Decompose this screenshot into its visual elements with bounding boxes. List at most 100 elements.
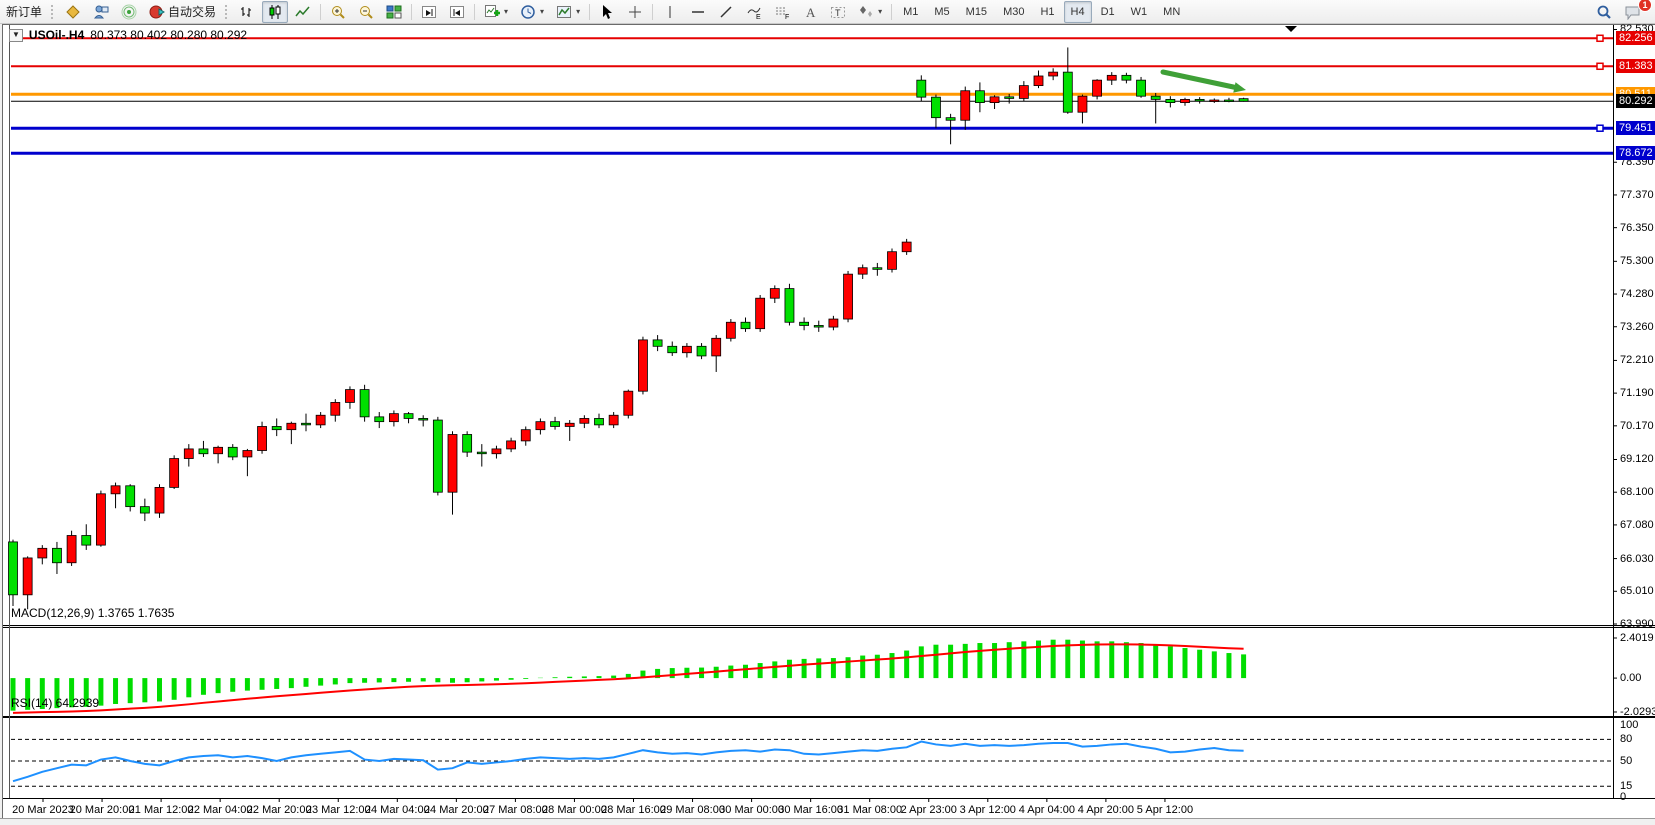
macd-histogram-bar (1109, 641, 1115, 679)
chart-window: ▼ USOil-.H4 80.373 80.402 80.280 80.292 … (2, 23, 1655, 821)
macd-histogram-bar (376, 678, 382, 683)
tile-windows-button[interactable] (381, 1, 407, 23)
price-axis-label: 63.990 (1620, 618, 1654, 630)
macd-histogram-bar (332, 678, 338, 685)
timeframe-m1[interactable]: M1 (903, 5, 919, 18)
macd-histogram-bar (142, 678, 148, 703)
candle (652, 339, 663, 347)
candle (271, 426, 282, 431)
scroll-position-marker[interactable] (1285, 26, 1297, 32)
symbol-dropdown-button[interactable]: ▼ (9, 28, 23, 42)
new-chart-button[interactable]: ▾ (479, 1, 513, 23)
candle (638, 339, 648, 392)
hline-anchor[interactable] (1596, 62, 1604, 71)
zoom-out-button[interactable] (353, 1, 379, 23)
macd-histogram-bar (933, 644, 939, 679)
candle (1194, 98, 1205, 102)
text-label-icon: T (831, 6, 846, 18)
toolbar-separator (474, 3, 476, 20)
text-tool-button[interactable]: A (797, 1, 823, 23)
macd-histogram-bar (39, 678, 45, 709)
expert-advisors-button[interactable] (88, 1, 114, 23)
candle (81, 535, 92, 546)
gold-note-icon (66, 4, 80, 19)
arrow-object-head[interactable] (1233, 82, 1246, 93)
macd-histogram-bar (552, 677, 558, 679)
crosshair-tool-button[interactable] (622, 1, 648, 23)
timeframe-d1[interactable]: D1 (1100, 5, 1115, 18)
zoom-in-button[interactable] (325, 1, 351, 23)
candle (96, 493, 106, 546)
signals-button[interactable] (116, 1, 142, 23)
horizontal-line-tool-button[interactable] (685, 1, 711, 23)
cursor-tool-button[interactable] (594, 1, 620, 23)
arrows-tool-button[interactable]: ▾ (853, 1, 887, 23)
periods-button[interactable]: ▾ (515, 1, 549, 23)
price-axis-label: 69.120 (1620, 453, 1654, 466)
new-order-label: 新订单 (6, 5, 43, 19)
macd-histogram-bar (1153, 644, 1159, 679)
timeframe-w1[interactable]: W1 (1130, 5, 1148, 18)
macd-histogram-bar (259, 678, 265, 690)
arrow-object-line[interactable] (1160, 69, 1241, 91)
equidistant-channel-tool-button[interactable]: E (741, 1, 767, 23)
rsi-axis-label: 50 (1620, 755, 1633, 767)
line-chart-mode-button[interactable] (290, 1, 316, 23)
macd-histogram-bar (567, 676, 573, 679)
candle (520, 429, 531, 442)
main-toolbar: 新订单 自动交易 ▾ ▾ (0, 0, 1655, 24)
trendline-tool-button[interactable] (713, 1, 739, 23)
candle (403, 413, 414, 419)
macd-histogram-bar (464, 678, 470, 683)
text-label-tool-button[interactable]: T (825, 1, 851, 23)
step-forward-icon (422, 5, 437, 18)
timeframe-m5[interactable]: M5 (934, 5, 950, 18)
fibonacci-tool-button[interactable]: F (769, 1, 795, 23)
macd-histogram-bar (816, 658, 822, 679)
candle (125, 485, 136, 508)
price-axis-label: 76.350 (1620, 221, 1654, 234)
vertical-line-tool-button[interactable] (657, 1, 683, 23)
market-watch-button[interactable] (60, 1, 86, 23)
rsi-indicator-label: RSI(14) 64.2939 (11, 696, 100, 710)
timeframe-m15[interactable]: M15 (965, 5, 988, 18)
new-order-button[interactable]: 新订单 (1, 1, 47, 23)
timeframe-m30[interactable]: M30 (1003, 5, 1025, 18)
pane-splitter[interactable] (3, 625, 1655, 628)
macd-histogram-bar (611, 675, 617, 679)
candle (315, 414, 326, 426)
candle (1150, 95, 1161, 100)
macd-histogram-bar (1065, 639, 1071, 679)
price-axis-label: 75.300 (1620, 255, 1654, 268)
notification-badge: 1 (1638, 0, 1652, 12)
search-button[interactable] (1591, 1, 1617, 23)
timeframe-h1[interactable]: H1 (1040, 5, 1055, 18)
macd-histogram-bar (347, 678, 353, 684)
candle (887, 251, 897, 270)
price-axis-label: 66.030 (1620, 552, 1654, 565)
bar-chart-icon (241, 6, 252, 17)
time-axis-label: 4 Apr 04:00 (1018, 804, 1075, 816)
candle (1165, 98, 1176, 104)
notifications-button[interactable]: 1 (1619, 0, 1652, 23)
timeframe-h4[interactable]: H4 (1063, 0, 1092, 23)
macd-histogram-bar (1094, 641, 1100, 679)
rsi-axis-label: 100 (1620, 719, 1639, 731)
hline-anchor[interactable] (1596, 34, 1604, 43)
bar-chart-mode-button[interactable] (234, 1, 260, 23)
candle (843, 273, 853, 320)
templates-button[interactable]: ▾ (551, 1, 585, 23)
step-forward-button[interactable] (416, 1, 442, 23)
macd-histogram-bar (69, 678, 75, 708)
hline-anchor[interactable] (1596, 124, 1604, 132)
toolbar-separator (589, 3, 591, 20)
macd-histogram-bar (303, 678, 309, 687)
candle (682, 345, 692, 354)
candle-chart-mode-button[interactable] (262, 0, 289, 23)
auto-trading-button[interactable]: 自动交易 (144, 1, 221, 23)
timeframe-mn[interactable]: MN (1163, 5, 1181, 18)
candlestick-chart-icon (269, 4, 281, 19)
candle (418, 418, 429, 421)
step-back-button[interactable] (444, 1, 470, 23)
